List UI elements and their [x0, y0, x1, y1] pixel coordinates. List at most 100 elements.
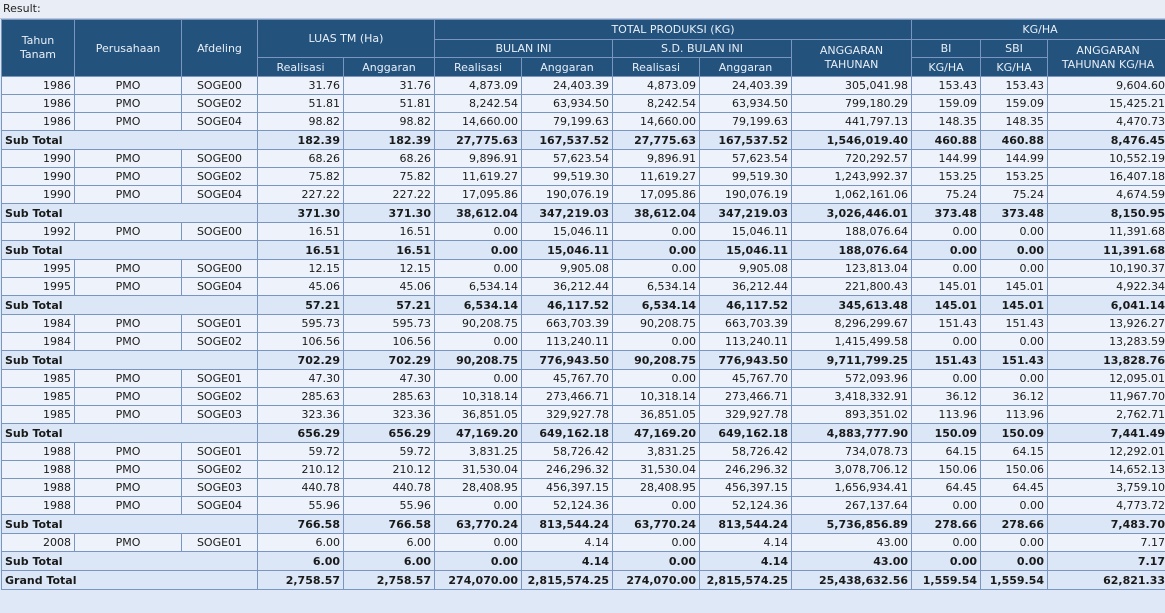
subtotal-label: Sub Total — [1, 295, 258, 315]
cell-luas-realisasi: 12.15 — [257, 259, 344, 278]
table-row[interactable]: 1995 PMO SOGE00 12.15 12.15 0.00 9,905.08 0.00 9… — [1, 259, 1165, 278]
cell-luas-anggaran: 182.39 — [343, 130, 435, 150]
subtotal-row[interactable]: Sub Total 702.29 702.29 90,208.75 776,943.50… — [1, 350, 1165, 370]
table-row[interactable]: 1985 PMO SOGE01 47.30 47.30 0.00 45,767.70 0.00… — [1, 369, 1165, 388]
subtotal-row[interactable]: Sub Total 6.00 6.00 0.00 4.14 0.00 4.14 43.00 0.… — [1, 551, 1165, 571]
cell-kgha-sbi: 0.00 — [980, 533, 1049, 552]
cell-kgha-anggaran-tahunan: 14,652.13 — [1047, 460, 1165, 479]
cell-sd-bulan-ini-anggaran: 99,519.30 — [699, 167, 792, 186]
table-row[interactable]: 1992 PMO SOGE00 16.51 16.51 0.00 15,046.11 0.00… — [1, 222, 1165, 241]
cell-sd-bulan-ini-realisasi: 0.00 — [612, 259, 700, 278]
table-row[interactable]: 1990 PMO SOGE00 68.26 68.26 9,896.91 57,623.54… — [1, 149, 1165, 168]
cell-bulan-ini-anggaran: 663,703.39 — [521, 314, 613, 333]
table-row[interactable]: 1986 PMO SOGE00 31.76 31.76 4,873.09 24,403.39… — [1, 76, 1165, 95]
table-row[interactable]: 1990 PMO SOGE04 227.22 227.22 17,095.86 190,07… — [1, 185, 1165, 204]
table-row[interactable]: 1988 PMO SOGE03 440.78 440.78 28,408.95 456,39… — [1, 478, 1165, 497]
table-row[interactable]: 1988 PMO SOGE02 210.12 210.12 31,530.04 246,29… — [1, 460, 1165, 479]
header-anggaran-tahunan[interactable]: ANGGARAN TAHUNAN — [790, 39, 913, 77]
table-row[interactable]: 1986 PMO SOGE04 98.82 98.82 14,660.00 79,199.6… — [1, 112, 1165, 131]
table-row[interactable]: 1984 PMO SOGE02 106.56 106.56 0.00 113,240.11 0… — [1, 332, 1165, 351]
header-bi-anggaran[interactable]: Anggaran — [521, 57, 613, 77]
header-anggaran-tahunan-kgha[interactable]: ANGGARAN TAHUNAN KG/HA — [1047, 39, 1165, 77]
cell-tahun-tanam: 2008 — [1, 533, 75, 552]
cell-kgha-sbi: 0.00 — [980, 240, 1049, 260]
cell-luas-realisasi: 31.76 — [257, 76, 344, 95]
table-row[interactable]: 1986 PMO SOGE02 51.81 51.81 8,242.54 63,934.50… — [1, 94, 1165, 113]
cell-sd-bulan-ini-realisasi: 17,095.86 — [612, 185, 700, 204]
subtotal-label: Sub Total — [1, 423, 258, 443]
cell-sd-bulan-ini-anggaran: 4.14 — [699, 533, 792, 552]
table-row[interactable]: 1995 PMO SOGE04 45.06 45.06 6,534.14 36,212.44… — [1, 277, 1165, 296]
cell-bulan-ini-realisasi: 0.00 — [434, 533, 522, 552]
cell-sd-bulan-ini-anggaran: 813,544.24 — [699, 514, 792, 534]
header-tahun-tanam[interactable]: Tahun Tanam — [1, 19, 75, 77]
header-bi-unit[interactable]: KG/HA — [911, 57, 982, 77]
cell-kgha-bi: 460.88 — [911, 130, 982, 150]
cell-kgha-bi: 148.35 — [911, 112, 982, 131]
cell-kgha-bi: 150.09 — [911, 423, 982, 443]
cell-kgha-anggaran-tahunan: 62,821.33 — [1047, 570, 1165, 590]
header-sbi[interactable]: SBI — [980, 39, 1049, 58]
cell-kgha-sbi: 278.66 — [980, 514, 1049, 534]
cell-anggaran-tahunan: 267,137.64 — [790, 496, 913, 515]
table-row[interactable]: 1988 PMO SOGE01 59.72 59.72 3,831.25 58,726.42… — [1, 442, 1165, 461]
header-sbi-realisasi[interactable]: Realisasi — [612, 57, 700, 77]
cell-perusahaan: PMO — [74, 259, 182, 278]
cell-bulan-ini-realisasi: 14,660.00 — [434, 112, 522, 131]
cell-luas-anggaran: 285.63 — [343, 387, 435, 406]
subtotal-row[interactable]: Sub Total 57.21 57.21 6,534.14 46,117.52 6,53… — [1, 295, 1165, 315]
cell-anggaran-tahunan: 1,656,934.41 — [790, 478, 913, 497]
header-bi[interactable]: BI — [911, 39, 982, 58]
cell-anggaran-tahunan: 5,736,856.89 — [790, 514, 913, 534]
header-afdeling[interactable]: Afdeling — [181, 19, 258, 77]
cell-bulan-ini-anggaran: 347,219.03 — [521, 203, 613, 223]
cell-afdeling: SOGE00 — [181, 259, 258, 278]
header-bi-realisasi[interactable]: Realisasi — [434, 57, 522, 77]
subtotal-row[interactable]: Sub Total 16.51 16.51 0.00 15,046.11 0.00 15,0… — [1, 240, 1165, 260]
cell-luas-anggaran: 75.82 — [343, 167, 435, 186]
header-sbi-unit[interactable]: KG/HA — [980, 57, 1049, 77]
header-perusahaan[interactable]: Perusahaan — [74, 19, 182, 77]
cell-sd-bulan-ini-anggaran: 63,934.50 — [699, 94, 792, 113]
cell-anggaran-tahunan: 8,296,299.67 — [790, 314, 913, 333]
cell-kgha-bi: 64.15 — [911, 442, 982, 461]
subtotal-row[interactable]: Sub Total 182.39 182.39 27,775.63 167,537.52… — [1, 130, 1165, 150]
cell-luas-realisasi: 47.30 — [257, 369, 344, 388]
cell-tahun-tanam: 1984 — [1, 314, 75, 333]
table-row[interactable]: 1990 PMO SOGE02 75.82 75.82 11,619.27 99,519.3… — [1, 167, 1165, 186]
cell-sd-bulan-ini-anggaran: 4.14 — [699, 551, 792, 571]
subtotal-row[interactable]: Sub Total 371.30 371.30 38,612.04 347,219.03… — [1, 203, 1165, 223]
subtotal-label: Sub Total — [1, 240, 258, 260]
table-row[interactable]: 1985 PMO SOGE03 323.36 323.36 36,851.05 329,92… — [1, 405, 1165, 424]
header-luas-realisasi[interactable]: Realisasi — [257, 57, 344, 77]
table-row[interactable]: 2008 PMO SOGE01 6.00 6.00 0.00 4.14 0.00 4.14 43.… — [1, 533, 1165, 552]
cell-luas-realisasi: 16.51 — [257, 222, 344, 241]
table-row[interactable]: 1985 PMO SOGE02 285.63 285.63 10,318.14 273,46… — [1, 387, 1165, 406]
cell-bulan-ini-anggaran: 79,199.63 — [521, 112, 613, 131]
cell-bulan-ini-realisasi: 90,208.75 — [434, 350, 522, 370]
cell-bulan-ini-realisasi: 63,770.24 — [434, 514, 522, 534]
cell-bulan-ini-anggaran: 52,124.36 — [521, 496, 613, 515]
cell-afdeling: SOGE02 — [181, 332, 258, 351]
grand-total-row[interactable]: Grand Total 2,758.57 2,758.57 274,070.00 2,8… — [1, 570, 1165, 590]
cell-tahun-tanam: 1986 — [1, 112, 75, 131]
header-luas-anggaran[interactable]: Anggaran — [343, 57, 435, 77]
table-row[interactable]: 1988 PMO SOGE04 55.96 55.96 0.00 52,124.36 0.00… — [1, 496, 1165, 515]
cell-kgha-anggaran-tahunan: 13,283.59 — [1047, 332, 1165, 351]
cell-sd-bulan-ini-anggaran: 113,240.11 — [699, 332, 792, 351]
cell-kgha-sbi: 159.09 — [980, 94, 1049, 113]
cell-tahun-tanam: 1986 — [1, 76, 75, 95]
cell-kgha-bi: 0.00 — [911, 551, 982, 571]
cell-kgha-sbi: 151.43 — [980, 314, 1049, 333]
header-sbi-anggaran[interactable]: Anggaran — [699, 57, 792, 77]
cell-perusahaan: PMO — [74, 167, 182, 186]
table-row[interactable]: 1984 PMO SOGE01 595.73 595.73 90,208.75 663,70… — [1, 314, 1165, 333]
cell-anggaran-tahunan: 1,415,499.58 — [790, 332, 913, 351]
subtotal-label: Sub Total — [1, 203, 258, 223]
subtotal-row[interactable]: Sub Total 766.58 766.58 63,770.24 813,544.24… — [1, 514, 1165, 534]
cell-sd-bulan-ini-realisasi: 31,530.04 — [612, 460, 700, 479]
subtotal-row[interactable]: Sub Total 656.29 656.29 47,169.20 649,162.18… — [1, 423, 1165, 443]
cell-perusahaan: PMO — [74, 314, 182, 333]
cell-kgha-sbi: 373.48 — [980, 203, 1049, 223]
subtotal-label: Sub Total — [1, 130, 258, 150]
